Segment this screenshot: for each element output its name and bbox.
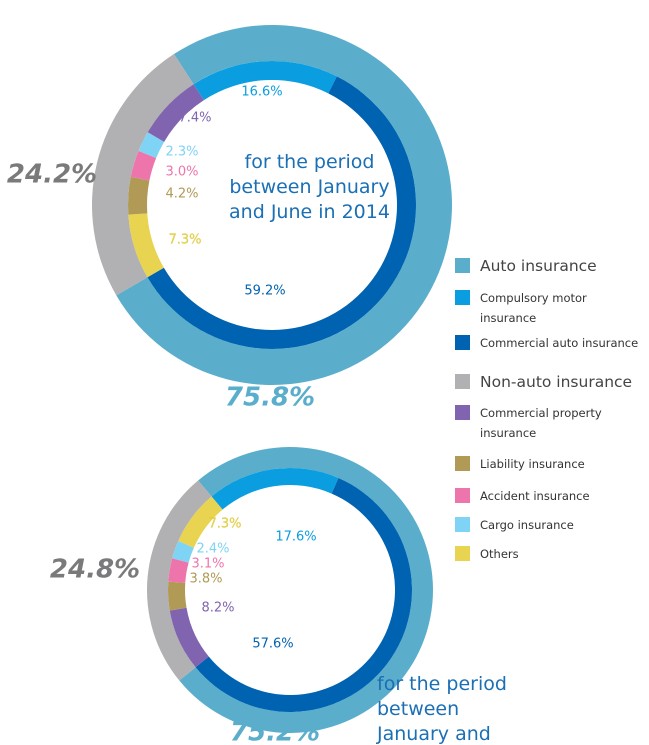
outer-segment [92,54,194,296]
legend-swatch [455,405,470,420]
inner-value-label: 2.4% [196,542,229,557]
legend-item: Others [455,546,519,564]
inner-segment [193,61,337,101]
inner-value-label: 3.1% [191,557,224,572]
legend-swatch [455,335,470,350]
inner-segment [168,581,187,611]
legend-label: Auto insurance [480,257,597,275]
panel-subtitle: for the period between January and June … [377,673,507,745]
inner-segment [178,496,223,548]
legend-swatch [455,374,470,389]
inner-value-label: 17.6% [275,530,316,545]
legend-item: Auto insurance [455,257,597,276]
inner-value-label: 3.0% [165,165,198,180]
legend-label: Commercial property insurance [480,406,602,440]
panel-subtitle: for the period between January and June … [229,151,390,223]
legend-swatch [455,456,470,471]
inner-value-label: 59.2% [244,284,285,299]
inner-segment [128,176,150,215]
legend-swatch [455,546,470,561]
inner-value-label: 7.4% [178,111,211,126]
outer-value-label: 75.8% [225,383,315,413]
inner-segment [147,84,204,142]
inner-value-label: 8.2% [201,601,234,616]
inner-segment [172,540,194,563]
legend-item: Commercial auto insurance [455,335,638,353]
inner-segment [211,468,339,510]
legend-item: Non-auto insurance [455,373,633,392]
legend-swatch [455,488,470,503]
inner-value-label: 16.6% [241,85,282,100]
legend-label: Liability insurance [480,457,585,471]
legend-item: Accident insurance [455,488,590,506]
legend-item: Liability insurance [455,456,585,474]
inner-segment [138,132,165,159]
legend-item: Commercial property insurance [455,405,610,443]
legend-label: Commercial auto insurance [480,336,639,350]
inner-segment [130,150,157,181]
inner-value-label: 2.3% [165,145,198,160]
legend-label: Others [480,547,519,561]
legend-item: Cargo insurance [455,517,574,535]
inner-value-label: 3.8% [189,572,222,587]
legend-label: Cargo insurance [480,518,574,532]
legend-label: Accident insurance [480,489,590,503]
legend-label: Non-auto insurance [480,373,633,391]
outer-segment [179,447,433,733]
legend-swatch [455,517,470,532]
outer-value-label: 75.2% [230,718,320,745]
inner-segment [168,558,189,583]
outer-value-label: 24.8% [50,555,140,585]
inner-value-label: 7.3% [168,233,201,248]
inner-segment [128,213,164,278]
legend-label: Compulsory motor insurance [480,291,587,325]
inner-value-label: 7.3% [208,517,241,532]
inner-value-label: 4.2% [165,187,198,202]
inner-value-label: 57.6% [252,637,293,652]
legend-swatch [455,258,470,273]
legend-item: Compulsory motor insurance [455,290,610,328]
inner-segment [169,607,209,668]
legend-swatch [455,290,470,305]
outer-value-label: 24.2% [7,160,97,190]
outer-segment [146,480,212,681]
